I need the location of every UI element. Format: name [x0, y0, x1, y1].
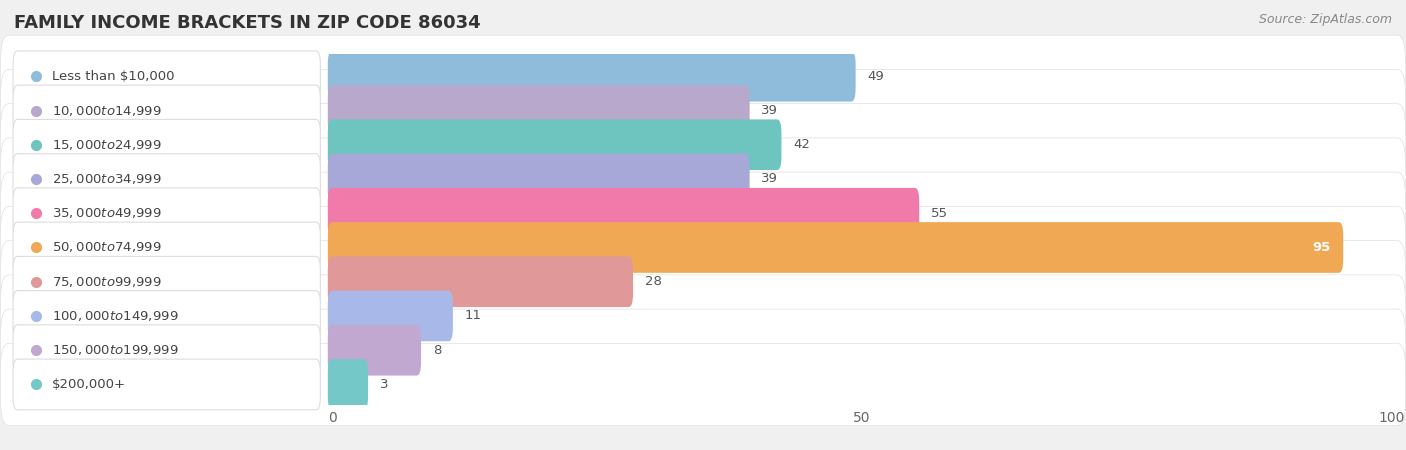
Text: $75,000 to $99,999: $75,000 to $99,999 — [52, 274, 162, 289]
FancyBboxPatch shape — [328, 153, 749, 204]
Text: $35,000 to $49,999: $35,000 to $49,999 — [52, 206, 162, 220]
FancyBboxPatch shape — [328, 188, 920, 238]
FancyBboxPatch shape — [13, 51, 321, 102]
FancyBboxPatch shape — [13, 188, 321, 238]
FancyBboxPatch shape — [13, 85, 321, 136]
Text: 39: 39 — [761, 104, 778, 117]
FancyBboxPatch shape — [0, 343, 1406, 426]
FancyBboxPatch shape — [13, 325, 321, 376]
Text: 49: 49 — [868, 70, 884, 83]
FancyBboxPatch shape — [328, 359, 368, 410]
FancyBboxPatch shape — [0, 309, 1406, 392]
FancyBboxPatch shape — [13, 359, 321, 410]
FancyBboxPatch shape — [0, 207, 1406, 288]
Text: $200,000+: $200,000+ — [52, 378, 127, 391]
Text: $25,000 to $34,999: $25,000 to $34,999 — [52, 172, 162, 186]
FancyBboxPatch shape — [0, 172, 1406, 254]
Text: $150,000 to $199,999: $150,000 to $199,999 — [52, 343, 179, 357]
FancyBboxPatch shape — [0, 69, 1406, 152]
FancyBboxPatch shape — [328, 325, 420, 376]
Text: 55: 55 — [931, 207, 948, 220]
FancyBboxPatch shape — [13, 256, 321, 307]
FancyBboxPatch shape — [13, 222, 321, 273]
Text: 28: 28 — [645, 275, 662, 288]
Text: Less than $10,000: Less than $10,000 — [52, 70, 174, 83]
Text: 3: 3 — [380, 378, 388, 391]
FancyBboxPatch shape — [0, 275, 1406, 357]
FancyBboxPatch shape — [0, 35, 1406, 117]
Text: $10,000 to $14,999: $10,000 to $14,999 — [52, 104, 162, 117]
FancyBboxPatch shape — [13, 119, 321, 170]
FancyBboxPatch shape — [328, 119, 782, 170]
FancyBboxPatch shape — [0, 241, 1406, 323]
Text: 11: 11 — [464, 310, 481, 323]
Text: Source: ZipAtlas.com: Source: ZipAtlas.com — [1258, 14, 1392, 27]
Text: 39: 39 — [761, 172, 778, 185]
FancyBboxPatch shape — [0, 104, 1406, 186]
FancyBboxPatch shape — [328, 222, 1343, 273]
FancyBboxPatch shape — [13, 291, 321, 341]
Text: 42: 42 — [793, 138, 810, 151]
Text: 8: 8 — [433, 344, 441, 357]
FancyBboxPatch shape — [13, 153, 321, 204]
FancyBboxPatch shape — [328, 51, 856, 102]
Text: $50,000 to $74,999: $50,000 to $74,999 — [52, 240, 162, 255]
FancyBboxPatch shape — [0, 138, 1406, 220]
Text: $15,000 to $24,999: $15,000 to $24,999 — [52, 138, 162, 152]
FancyBboxPatch shape — [328, 291, 453, 341]
Text: $100,000 to $149,999: $100,000 to $149,999 — [52, 309, 179, 323]
FancyBboxPatch shape — [328, 256, 633, 307]
FancyBboxPatch shape — [328, 85, 749, 136]
Text: FAMILY INCOME BRACKETS IN ZIP CODE 86034: FAMILY INCOME BRACKETS IN ZIP CODE 86034 — [14, 14, 481, 32]
Text: 95: 95 — [1312, 241, 1330, 254]
